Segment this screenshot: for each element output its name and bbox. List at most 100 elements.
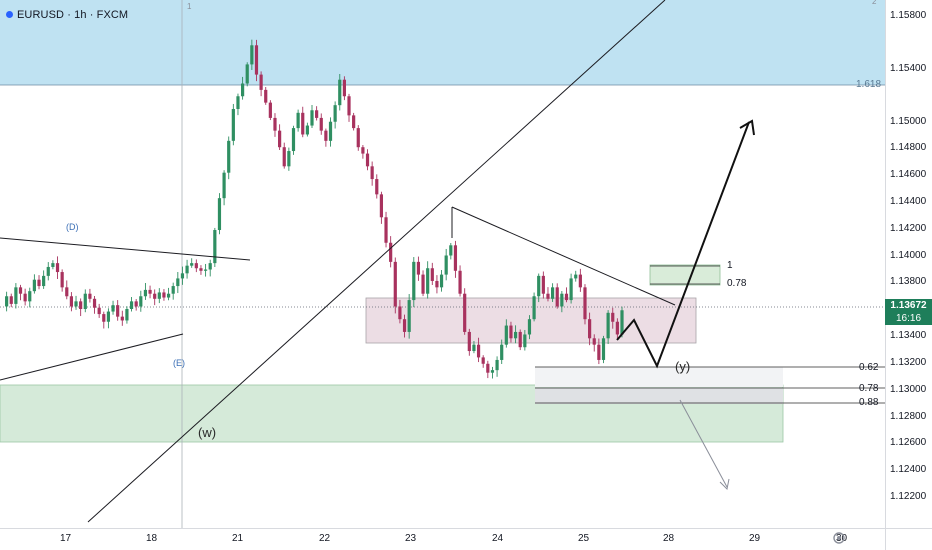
candle-body	[97, 307, 101, 315]
candle-body	[342, 79, 346, 97]
candle-body	[42, 275, 46, 287]
candle-body	[157, 292, 161, 299]
candle-body	[32, 279, 36, 292]
candle-body	[213, 230, 217, 264]
candle-body	[254, 45, 259, 75]
candle-body	[527, 319, 532, 335]
candle-body	[481, 357, 485, 364]
price-tick-label: 1.14600	[890, 169, 927, 180]
candle-body	[74, 301, 78, 307]
candle-body	[55, 263, 60, 273]
symbol-status-icon	[6, 10, 13, 18]
candle-body	[259, 74, 263, 90]
candle-body	[375, 179, 379, 195]
candle-body	[606, 312, 610, 339]
candle-body	[106, 311, 111, 322]
candle-body	[129, 301, 134, 309]
candle-body	[569, 278, 573, 301]
candle-body	[102, 314, 106, 322]
candle-body	[199, 268, 203, 271]
candle-body	[9, 296, 13, 304]
time-tick-label: 17	[60, 533, 72, 544]
descending-trendline	[451, 206, 676, 306]
wave-label-d: (D)	[66, 222, 79, 232]
candle-body	[282, 147, 286, 167]
wave-label-w: (w)	[198, 425, 217, 440]
candle-body	[467, 331, 471, 352]
candle-body	[444, 255, 448, 275]
candle-body	[236, 96, 240, 109]
candle-body	[37, 279, 41, 287]
fib-label-062: 0.62	[859, 362, 879, 373]
candle-body	[453, 245, 458, 271]
pane-number-1: 1	[187, 2, 192, 11]
candle-body	[83, 293, 87, 309]
candle-body	[296, 112, 300, 129]
alt-projection-arrowhead	[719, 478, 730, 491]
candle-body	[162, 292, 166, 298]
price-tick-label: 1.13200	[890, 357, 927, 368]
candle-body	[65, 287, 69, 297]
candle-body	[166, 293, 171, 298]
price-tick-label: 1.14400	[890, 196, 927, 207]
candle-body	[504, 325, 508, 345]
candle-body	[574, 274, 578, 279]
candle-body	[240, 83, 245, 97]
time-tick-label: 22	[319, 533, 331, 544]
candle-body	[328, 121, 333, 141]
price-tick-label: 1.12200	[890, 491, 927, 502]
candle-body	[264, 89, 268, 103]
candle-body	[500, 344, 504, 360]
candle-body	[310, 110, 314, 126]
triangle-upper-trendline	[0, 237, 251, 261]
candle-body	[541, 275, 545, 294]
long-diagonal-trendline	[87, 0, 666, 523]
candle-body	[588, 319, 592, 339]
candle-body	[291, 128, 296, 152]
candle-body	[518, 331, 522, 348]
time-tick-label: 23	[405, 533, 417, 544]
time-axis[interactable]	[0, 528, 885, 550]
candle-body	[495, 359, 499, 371]
candle-body	[143, 289, 148, 297]
price-tick-label: 1.15400	[890, 63, 927, 74]
price-tick-label: 1.14800	[890, 142, 927, 153]
candle-body	[23, 293, 27, 302]
candle-body	[273, 117, 277, 131]
candle-body	[125, 308, 129, 321]
settings-gear-icon[interactable]	[831, 530, 847, 546]
candle-body	[208, 263, 212, 270]
time-tick-label: 28	[663, 533, 675, 544]
candle-body	[222, 172, 226, 199]
price-tick-label: 1.12400	[890, 464, 927, 475]
candle-body	[287, 151, 291, 167]
candles-series	[5, 39, 624, 379]
candle-body	[564, 293, 569, 301]
candle-body	[116, 305, 120, 317]
candle-body	[578, 274, 582, 288]
candle-body	[324, 130, 328, 141]
candle-body	[92, 298, 97, 308]
fib-label-1618: 1.618	[856, 79, 882, 90]
candle-body	[180, 273, 185, 279]
price-chart[interactable]	[0, 0, 885, 528]
candle-body	[389, 242, 393, 262]
candle-body	[463, 293, 467, 332]
fib-label-088: 0.88	[859, 397, 879, 408]
time-tick-label: 24	[492, 533, 504, 544]
blue-target-zone	[0, 0, 885, 85]
candle-body	[51, 263, 55, 267]
candle-body	[370, 166, 374, 180]
candle-body	[550, 287, 555, 299]
price-tick-label: 1.12800	[890, 411, 927, 422]
candle-body	[315, 110, 319, 118]
candle-body	[134, 301, 138, 307]
symbol-legend[interactable]: EURUSD · 1h · FXCM	[6, 9, 128, 21]
candle-body	[407, 300, 411, 332]
time-tick-label: 21	[232, 533, 244, 544]
candle-body	[338, 79, 342, 106]
candle-body	[560, 293, 564, 307]
candle-body	[190, 263, 194, 266]
candle-body	[472, 344, 476, 352]
price-axis[interactable]	[885, 0, 932, 528]
